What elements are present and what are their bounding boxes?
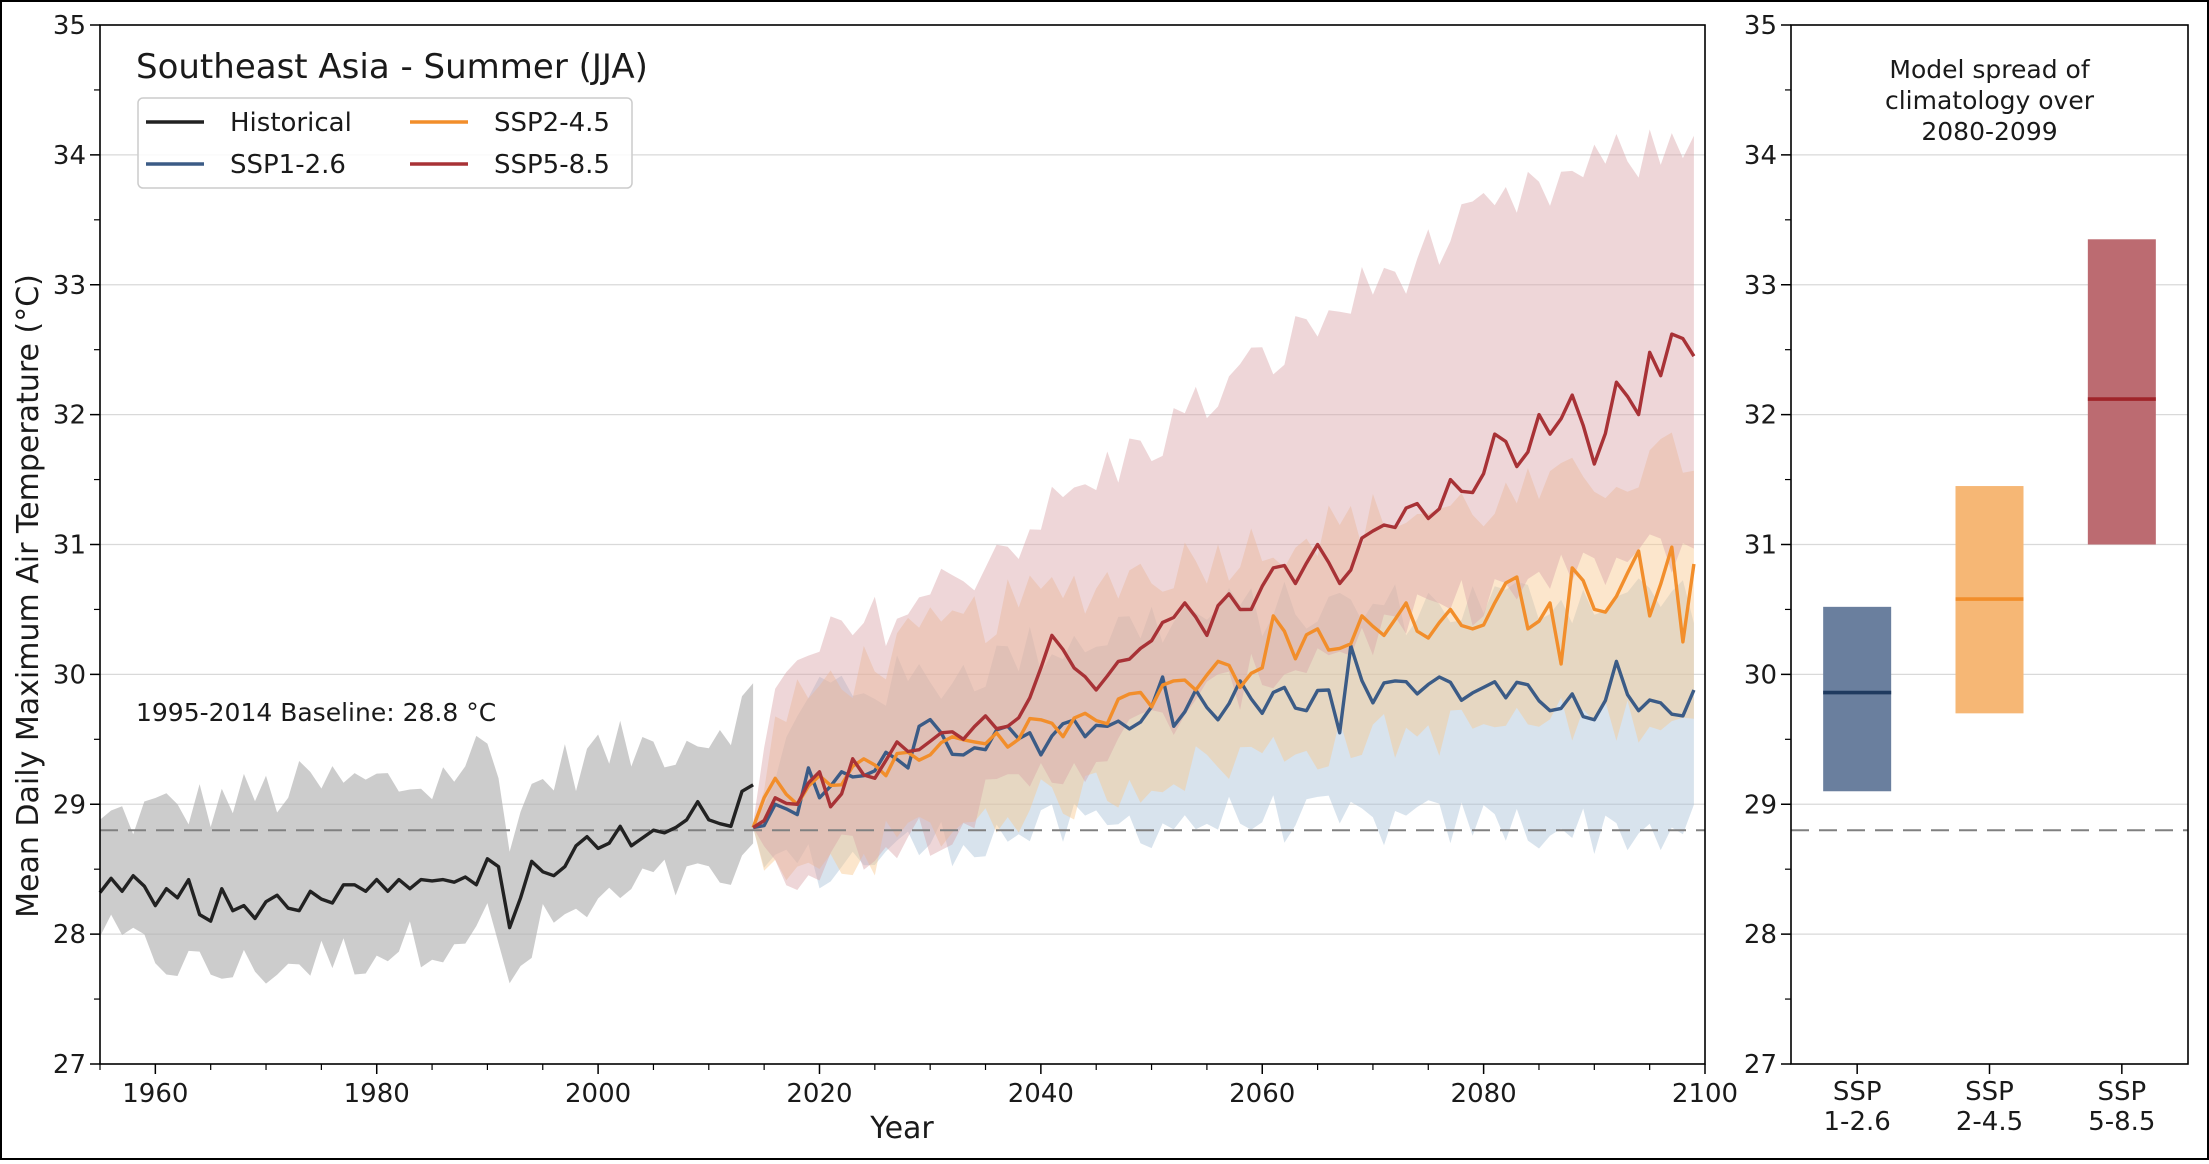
x-tick-label: 1980 — [344, 1079, 410, 1109]
y-tick-label: 34 — [53, 141, 86, 171]
y-tick-label: 29 — [1744, 790, 1777, 820]
line-ssp1-2-6 — [752, 644, 1696, 830]
y-tick-label: 29 — [53, 790, 86, 820]
y-tick-label: 30 — [1744, 660, 1777, 690]
uncertainty-bands — [100, 129, 1694, 984]
band-ssp2-4-5 — [753, 432, 1694, 881]
category-label: 1-2.6 — [1824, 1107, 1891, 1137]
spread-bar-3 — [2087, 239, 2156, 545]
category-label: SSP — [1833, 1077, 1882, 1107]
y-tick-label: 31 — [1744, 531, 1777, 561]
band-ssp1-2-6 — [753, 578, 1694, 889]
spread-axis-ticks: 272829303132333435SSP1-2.6SSP2-4.5SSP5-8… — [1744, 11, 2156, 1137]
line-ssp2-4-5 — [751, 545, 1696, 829]
x-tick-label: 2040 — [1008, 1079, 1074, 1109]
y-tick-label: 33 — [1744, 271, 1777, 301]
y-tick-label: 30 — [53, 660, 86, 690]
x-tick-label: 2100 — [1672, 1079, 1738, 1109]
x-axis-title: Year — [869, 1111, 934, 1146]
baseline-label: 1995-2014 Baseline: 28.8 °C — [136, 698, 496, 727]
y-tick-label: 35 — [1744, 11, 1777, 41]
category-label: SSP — [1965, 1077, 2014, 1107]
category-label: SSP — [2097, 1077, 2146, 1107]
y-tick-label: 28 — [1744, 920, 1777, 950]
legend-label-ssp1-2-6: SSP1-2.6 — [230, 150, 346, 180]
y-tick-label: 34 — [1744, 141, 1777, 171]
legend-label-historical: Historical — [230, 108, 352, 138]
y-tick-label: 33 — [53, 271, 86, 301]
line-ssp5-8-5 — [752, 332, 1696, 830]
x-tick-label: 2020 — [786, 1079, 852, 1109]
y-tick-label: 35 — [53, 11, 86, 41]
legend-label-ssp5-8-5: SSP5-8.5 — [494, 150, 610, 180]
y-tick-label: 28 — [53, 920, 86, 950]
y-tick-label: 27 — [53, 1050, 86, 1080]
y-tick-label: 27 — [1744, 1050, 1777, 1080]
x-tick-label: 1960 — [122, 1079, 188, 1109]
x-tick-label: 2060 — [1229, 1079, 1295, 1109]
line-historical — [98, 783, 754, 930]
y-tick-label: 32 — [1744, 401, 1777, 431]
category-label: 2-4.5 — [1956, 1107, 2023, 1137]
category-label: 5-8.5 — [2088, 1107, 2155, 1137]
spread-bars — [1823, 239, 2156, 792]
spread-title-line: Model spread of — [1889, 55, 2090, 84]
y-tick-label: 31 — [53, 531, 86, 561]
y-tick-label: 32 — [53, 401, 86, 431]
x-tick-label: 2080 — [1451, 1079, 1517, 1109]
y-axis-title: Mean Daily Maximum Air Temperature (°C) — [11, 274, 46, 918]
band-ssp5-8-5 — [753, 129, 1694, 890]
series-lines — [98, 332, 1696, 930]
chart-title: Southeast Asia - Summer (JJA) — [136, 47, 648, 87]
x-tick-label: 2000 — [565, 1079, 631, 1109]
spread-title-line: 2080-2099 — [1921, 117, 2057, 146]
spread-title-line: climatology over — [1885, 86, 2095, 115]
spread-bar-1 — [1823, 606, 1892, 792]
legend: Historical SSP1-2.6 SSP2-4.5 SSP5-8.5 — [137, 97, 633, 189]
legend-label-ssp2-4-5: SSP2-4.5 — [494, 108, 610, 138]
main-axis-ticks: 27 28 29 30 31 32 33 34 35 1960 1980 2000 2020 2040 20… — [53, 11, 1738, 1109]
